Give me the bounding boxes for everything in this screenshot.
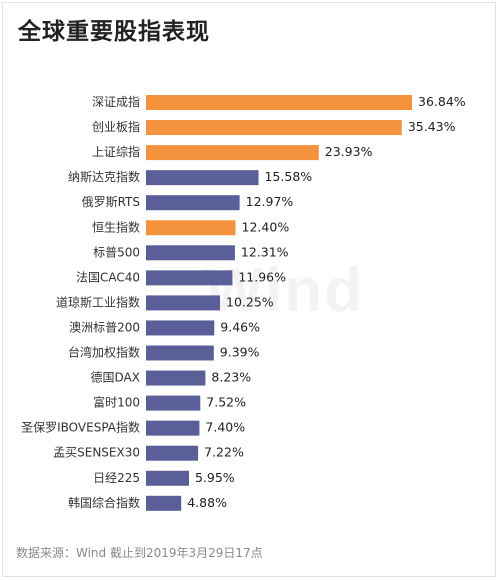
category-label: 纳斯达克指数	[68, 169, 140, 184]
category-label: 富时100	[93, 395, 140, 410]
chart-frame	[2, 2, 496, 577]
category-label: 创业板指	[92, 119, 140, 134]
bar	[146, 495, 182, 511]
bar	[146, 345, 214, 361]
category-label: 法国CAC40	[76, 270, 140, 284]
value-label: 7.40%	[205, 420, 245, 435]
bar	[146, 220, 236, 236]
chart-title: 全球重要股指表现	[18, 19, 210, 45]
bar	[146, 420, 200, 436]
bar	[146, 120, 402, 136]
value-label: 10.25%	[226, 294, 274, 309]
category-label: 孟买SENSEX30	[53, 446, 140, 460]
value-label: 9.46%	[220, 319, 260, 334]
value-label: 12.97%	[246, 194, 294, 209]
value-label: 7.52%	[206, 395, 246, 410]
bar	[146, 445, 199, 461]
bar	[146, 270, 233, 286]
category-label: 圣保罗IBOVESPA指数	[21, 420, 140, 435]
category-label: 上证综指	[92, 144, 140, 159]
watermark-logo: Wind	[205, 255, 364, 326]
value-label: 35.43%	[408, 119, 456, 134]
bar	[146, 170, 259, 186]
category-label: 道琼斯工业指数	[56, 294, 140, 309]
bar	[146, 370, 206, 386]
value-label: 9.39%	[220, 345, 260, 360]
bar	[146, 320, 215, 336]
category-label: 德国DAX	[91, 370, 140, 385]
category-label: 台湾加权指数	[68, 345, 140, 360]
value-label: 11.96%	[238, 269, 286, 284]
value-label: 7.22%	[204, 445, 244, 460]
bar	[146, 295, 220, 311]
value-label: 23.93%	[325, 144, 373, 159]
value-label: 15.58%	[264, 169, 312, 184]
bar-chart: 深证成指 36.84% 创业板指 35.43% 上证综指 23.93% 纳斯达克指数 15.5…	[21, 94, 466, 511]
category-label: 恒生指数	[92, 219, 140, 234]
bar	[146, 470, 189, 486]
value-label: 36.84%	[418, 94, 466, 109]
category-label: 深证成指	[92, 94, 140, 109]
source-note: 数据来源：Wind 截止到2019年3月29日17点	[16, 546, 263, 560]
bar	[146, 145, 319, 161]
bar	[146, 245, 235, 261]
category-label: 俄罗斯RTS	[82, 195, 140, 209]
value-label: 4.88%	[187, 495, 227, 510]
bar	[146, 195, 240, 211]
value-label: 12.40%	[242, 219, 290, 234]
bar	[146, 395, 201, 411]
category-label: 澳洲标普200	[69, 320, 140, 334]
category-label: 韩国综合指数	[68, 495, 140, 510]
value-label: 8.23%	[211, 370, 251, 385]
bar	[146, 95, 412, 110]
category-label: 标普500	[93, 245, 140, 259]
value-label: 5.95%	[195, 470, 235, 485]
category-label: 日经225	[93, 471, 140, 485]
value-label: 12.31%	[241, 244, 289, 259]
